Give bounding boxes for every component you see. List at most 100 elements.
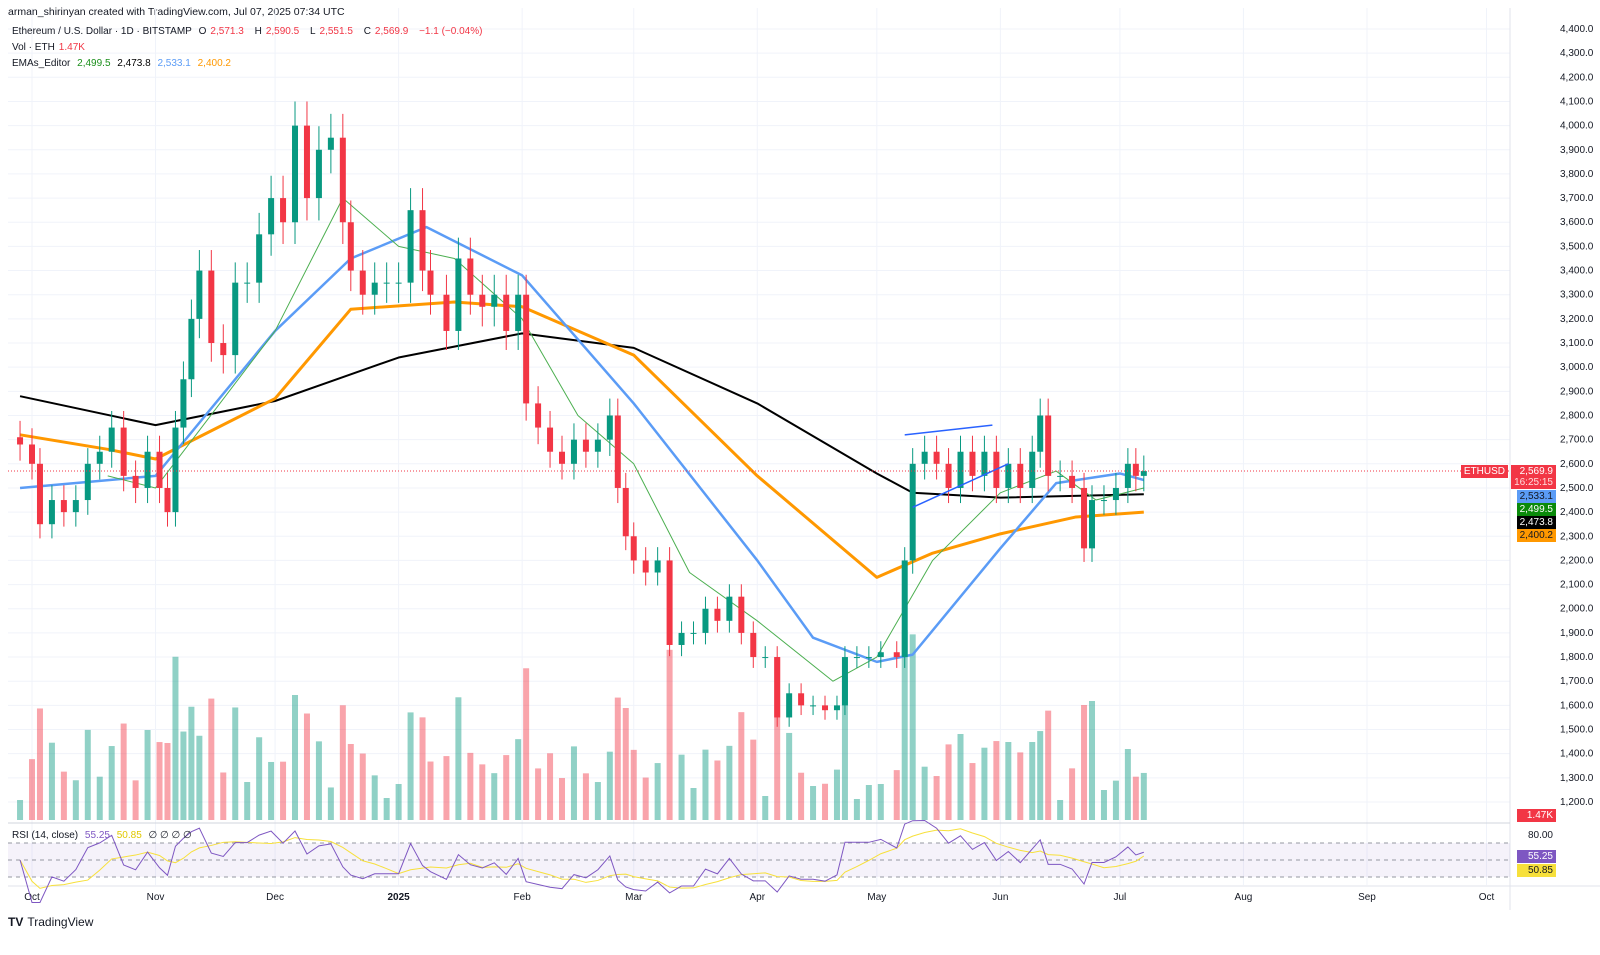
volume-bar	[84, 729, 91, 820]
ema-orange-tag: 2,400.2	[1516, 529, 1556, 542]
candle-body	[877, 652, 884, 658]
candle-body	[945, 463, 952, 488]
volume-bar	[327, 787, 334, 820]
chart-credit: arman_shirinyan created with TradingView…	[8, 6, 345, 18]
volume-bar	[750, 739, 757, 820]
volume-bar	[371, 775, 378, 820]
volume-bar	[762, 796, 769, 820]
volume-bar	[666, 649, 673, 820]
volume-bar	[945, 744, 952, 820]
volume-bar	[164, 743, 171, 820]
y-tick-label: 3,000.0	[1560, 362, 1594, 373]
y-tick-label: 1,800.0	[1560, 652, 1594, 663]
y-tick-label: 2,700.0	[1560, 435, 1594, 446]
y-tick-label: 2,200.0	[1560, 555, 1594, 566]
y-tick-label: 2,100.0	[1560, 580, 1594, 591]
candle-body	[798, 693, 805, 706]
volume-bar	[315, 741, 322, 820]
volume-bar	[491, 773, 498, 820]
close-value: 2,569.9	[374, 26, 409, 37]
volume-bar	[606, 751, 613, 820]
x-tick-label: Dec	[266, 892, 284, 903]
candle-body	[395, 282, 402, 284]
candle-body	[303, 125, 310, 199]
volume-bar	[268, 761, 275, 820]
volume-bar	[48, 742, 55, 820]
candle-body	[427, 270, 434, 295]
volume-bar	[957, 734, 964, 820]
last-price: 2,569.9	[1519, 466, 1553, 477]
ema-green-value: 2,499.5	[77, 58, 111, 69]
volume-bar	[582, 773, 589, 820]
candle-body	[1089, 500, 1096, 549]
rsi-value: 55.25	[84, 830, 110, 841]
y-tick-label: 3,100.0	[1560, 338, 1594, 349]
candle-body	[371, 282, 378, 295]
candle-body	[901, 560, 908, 658]
candle-body	[220, 343, 227, 356]
candle-body	[841, 657, 848, 706]
x-tick-label: Jun	[992, 892, 1008, 903]
bar-countdown: 16:25:15	[1514, 477, 1553, 488]
candle-body	[315, 149, 322, 199]
y-tick-label: 3,300.0	[1560, 290, 1594, 301]
volume-bar	[220, 772, 227, 820]
symbol-legend[interactable]: Ethereum / U.S. Dollar · 1D · BITSTAMP O…	[12, 24, 486, 40]
volume-bar	[120, 723, 127, 820]
y-tick-label: 2,300.0	[1560, 531, 1594, 542]
x-tick-label: Sep	[1358, 892, 1376, 903]
tradingview-footer[interactable]: TV TradingView	[8, 915, 93, 929]
candle-body	[17, 437, 24, 445]
volume-bar	[395, 784, 402, 820]
volume-bar	[969, 763, 976, 820]
volume-legend[interactable]: Vol · ETH 1.47K	[12, 40, 486, 56]
y-tick-label: 1,500.0	[1560, 725, 1594, 736]
volume-bar	[17, 800, 24, 820]
trendline	[904, 424, 993, 436]
volume-bar	[901, 630, 908, 820]
candle-body	[1057, 475, 1064, 477]
volume-bar	[1112, 780, 1119, 820]
candle-body	[738, 596, 745, 633]
volume-bar	[1017, 752, 1024, 820]
volume-bar	[455, 697, 462, 820]
candle-body	[594, 439, 601, 452]
volume-bar	[853, 799, 860, 820]
volume-bar	[72, 780, 79, 820]
volume-bar	[654, 763, 661, 820]
volume-bar	[523, 668, 530, 820]
candle-body	[1017, 463, 1024, 488]
change-value: −1.1 (−0.04%)	[419, 26, 483, 37]
candle-body	[188, 318, 195, 380]
candle-body	[1140, 471, 1147, 476]
candle-body	[180, 379, 187, 428]
volume-bar	[443, 756, 450, 820]
ema-blue-value: 2,533.1	[157, 58, 191, 69]
rsi-label: RSI (14, close)	[12, 830, 79, 841]
rsi-extra-values: ∅ ∅ ∅ ∅	[148, 830, 192, 841]
ema-black-value: 2,473.8	[117, 58, 151, 69]
volume-bar	[822, 783, 829, 820]
volume-bar	[244, 782, 251, 820]
candle-body	[164, 487, 171, 513]
volume-bar	[303, 713, 310, 820]
low-label: L	[309, 26, 316, 37]
y-tick-label: 1,400.0	[1560, 749, 1594, 760]
candle-body	[60, 500, 67, 513]
x-tick-label: Mar	[625, 892, 643, 903]
ema-orange-value: 2,400.2	[197, 58, 231, 69]
ema-legend[interactable]: EMAs_Editor 2,499.5 2,473.8 2,533.1 2,40…	[12, 56, 486, 72]
volume-bar	[36, 708, 43, 820]
candle-body	[957, 451, 964, 488]
volume-bar	[702, 749, 709, 820]
candle-body	[244, 282, 251, 284]
candle-body	[1045, 415, 1052, 476]
volume-bar	[132, 780, 139, 820]
candle-body	[339, 137, 346, 223]
rsi-legend[interactable]: RSI (14, close) 55.25 50.85 ∅ ∅ ∅ ∅	[12, 828, 196, 844]
candle-body	[196, 270, 203, 319]
candle-body	[144, 451, 151, 488]
candle-body	[292, 125, 299, 223]
candle-body	[630, 536, 637, 561]
